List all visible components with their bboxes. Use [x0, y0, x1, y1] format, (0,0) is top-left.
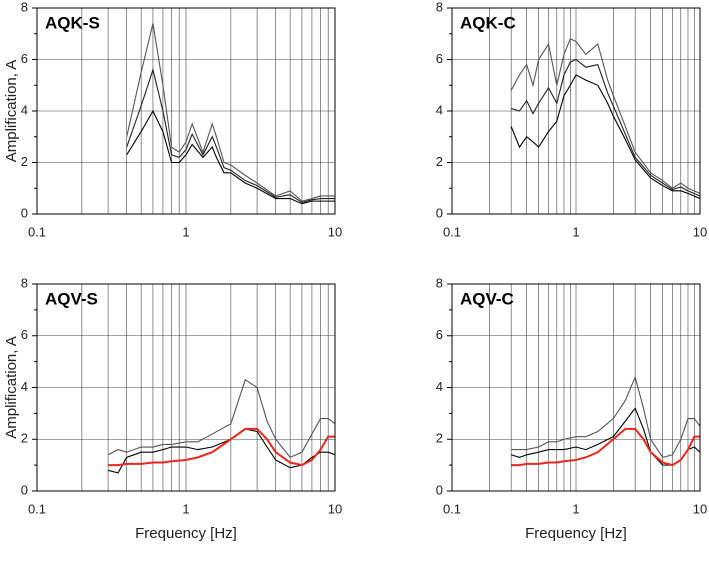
y-tick-label: 2 — [436, 154, 443, 169]
y-tick-label: 0 — [436, 205, 443, 220]
series-line — [126, 109, 335, 205]
series-line — [126, 23, 335, 202]
y-tick-label: 6 — [21, 327, 28, 342]
y-tick-label: 4 — [436, 102, 443, 117]
y-tick-label: 8 — [21, 0, 28, 14]
plot-frame — [36, 7, 336, 215]
panel-title: AQK-S — [45, 13, 100, 32]
plot-frame — [36, 283, 336, 492]
panel-title: AQK-C — [460, 13, 516, 32]
series-line — [510, 38, 701, 194]
panel-title: AQV-S — [45, 289, 98, 308]
y-tick-label: 6 — [21, 51, 28, 66]
y-tick-label: 8 — [436, 0, 443, 14]
y-tick-label: 0 — [21, 205, 28, 220]
y-tick-label: 4 — [21, 379, 28, 394]
y-tick-label: 6 — [436, 51, 443, 66]
x-axis-label: Frequency [Hz] — [525, 525, 627, 542]
series-line — [510, 407, 701, 466]
x-tick-label: 10 — [328, 224, 342, 239]
x-tick-label: 10 — [328, 501, 342, 516]
series-line — [126, 67, 335, 204]
x-tick-label: 0.1 — [443, 224, 461, 239]
series-line — [511, 427, 700, 467]
series-line — [510, 74, 701, 200]
x-tick-label: 0.1 — [443, 501, 461, 516]
y-tick-label: 8 — [21, 275, 28, 290]
series-line — [108, 427, 335, 467]
x-tick-label: 0.1 — [28, 224, 46, 239]
x-tick-label: 1 — [182, 224, 189, 239]
x-axis-label: Frequency [Hz] — [135, 525, 237, 542]
x-tick-label: 0.1 — [28, 501, 46, 516]
x-tick-label: 10 — [693, 501, 707, 516]
y-tick-label: 6 — [436, 327, 443, 342]
series-line — [511, 375, 701, 458]
x-tick-label: 1 — [572, 224, 579, 239]
y-tick-label: 2 — [436, 431, 443, 446]
y-tick-label: 8 — [436, 275, 443, 290]
panel-title: AQV-C — [460, 289, 514, 308]
x-tick-label: 1 — [572, 501, 579, 516]
plot-frame — [451, 283, 701, 492]
series-line — [107, 378, 336, 459]
y-tick-label: 2 — [21, 154, 28, 169]
y-tick-label: 2 — [21, 431, 28, 446]
y-axis-label: Amplification, A — [3, 336, 20, 439]
series-line — [511, 58, 701, 197]
y-tick-label: 0 — [436, 482, 443, 497]
x-tick-label: 10 — [693, 224, 707, 239]
x-tick-label: 1 — [182, 501, 189, 516]
y-tick-label: 0 — [21, 482, 28, 497]
y-tick-label: 4 — [21, 102, 28, 117]
y-axis-label: Amplification, A — [3, 60, 20, 163]
series-line — [107, 428, 336, 474]
plot-frame — [451, 7, 701, 215]
y-tick-label: 4 — [436, 379, 443, 394]
